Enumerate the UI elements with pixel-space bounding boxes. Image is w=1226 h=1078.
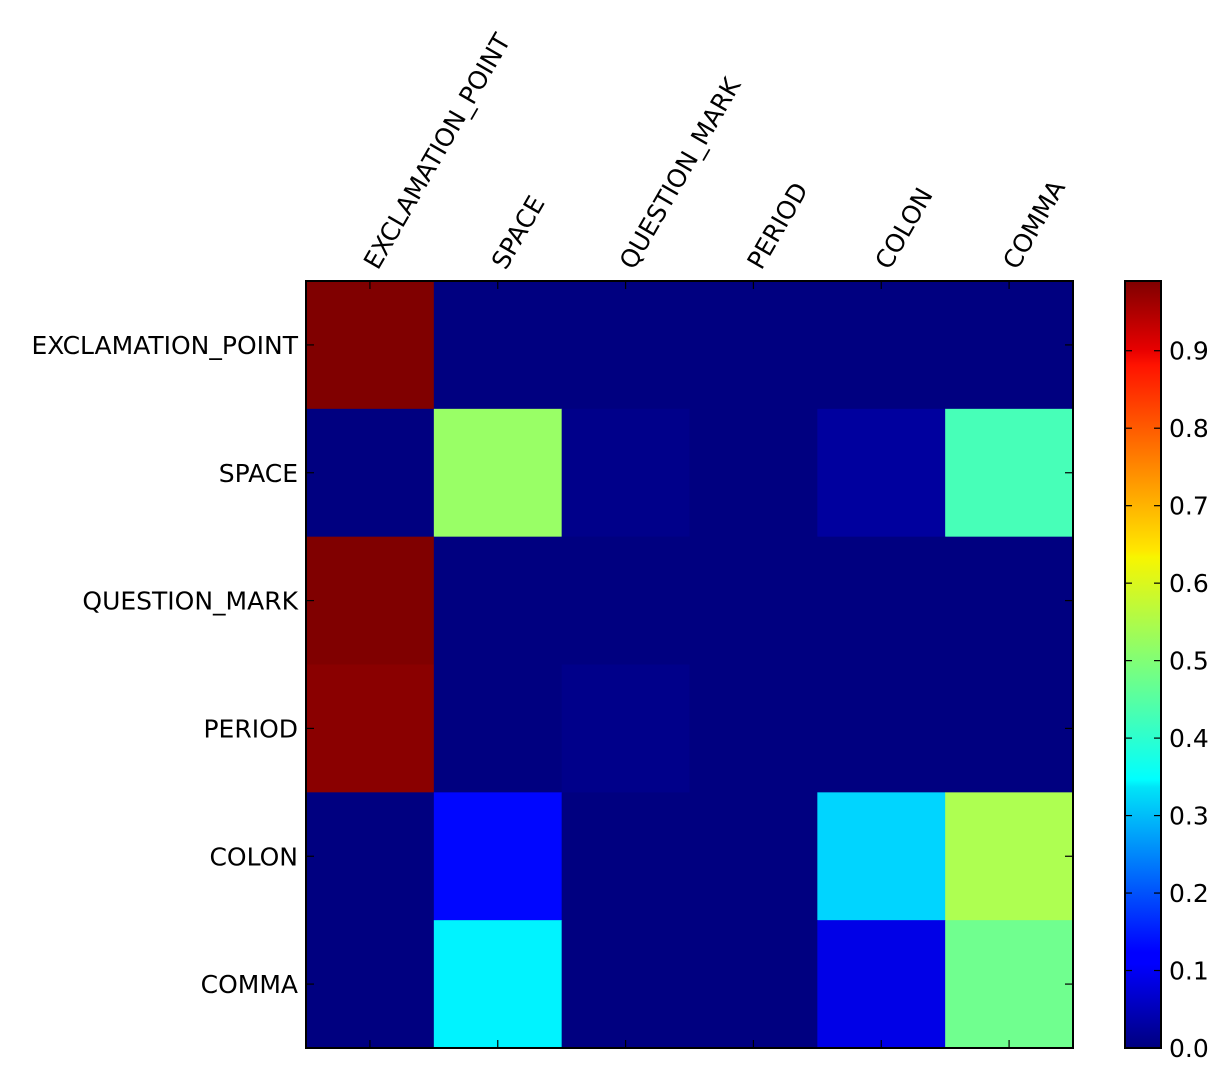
heatmap-cell — [306, 792, 435, 921]
heatmap-cell — [817, 920, 946, 1049]
colorbar-tick-label: 0.6 — [1169, 569, 1209, 598]
colorbar-tick-label: 0.2 — [1169, 879, 1209, 908]
x-tick-label: EXCLAMATION_POINT — [358, 28, 517, 274]
y-tick-label: SPACE — [219, 459, 298, 488]
y-tick-label: PERIOD — [203, 714, 298, 743]
x-tick-label: SPACE — [486, 191, 551, 274]
heatmap-cell — [433, 920, 563, 1049]
heatmap-cell — [689, 664, 818, 793]
heatmap-cell — [817, 408, 946, 538]
heatmap-cell — [689, 792, 818, 921]
heatmap-cell — [561, 281, 690, 410]
heatmap-cell — [561, 664, 690, 793]
heatmap-cell — [817, 664, 946, 793]
heatmap-cell — [306, 536, 435, 665]
heatmap-cell — [306, 281, 435, 410]
heatmap-cell — [561, 408, 690, 538]
colorbar-tick-label: 0.5 — [1169, 647, 1209, 676]
heatmap-cell — [689, 281, 818, 410]
colorbar-tick-label: 0.0 — [1169, 1034, 1209, 1063]
heatmap-cell — [433, 536, 563, 665]
heatmap-cell — [945, 664, 1074, 793]
heatmap-cell — [689, 408, 818, 538]
heatmap-cell — [945, 281, 1074, 410]
colorbar-tick-label: 0.1 — [1169, 957, 1209, 986]
heatmap-cell — [817, 281, 946, 410]
x-tick-label: QUESTION_MARK — [614, 72, 747, 274]
x-tick-label: COLON — [869, 183, 938, 274]
colorbar-tick-label: 0.8 — [1169, 414, 1209, 443]
axis-ticks — [306, 281, 1073, 1048]
colorbar-tick-label: 0.9 — [1169, 337, 1209, 366]
heatmap-cell — [306, 920, 435, 1049]
y-tick-labels: EXCLAMATION_POINT SPACE QUESTION_MARK PERIO… — [31, 331, 298, 999]
heatmap-cell — [945, 920, 1074, 1049]
heatmap-cell — [817, 536, 946, 665]
heatmap-cell — [433, 792, 563, 921]
colorbar — [1124, 280, 1162, 1049]
x-tick-label: COMMA — [997, 175, 1071, 274]
heatmap-cell — [433, 408, 563, 538]
heatmap-cell — [945, 792, 1074, 921]
colorbar-tick-label: 0.3 — [1169, 802, 1209, 831]
plot-frame — [305, 280, 1074, 1049]
heatmap-cells — [306, 281, 1074, 1049]
heatmap-cell — [945, 536, 1074, 665]
heatmap-cell — [561, 536, 690, 665]
colorbar-ticks: 0.0 0.1 0.2 0.3 0.4 0.5 0.6 0.7 0.8 0.9 — [1125, 337, 1209, 1063]
heatmap-cell — [306, 408, 435, 538]
colorbar-tick-label: 0.4 — [1169, 724, 1209, 753]
y-tick-label: QUESTION_MARK — [82, 587, 298, 616]
heatmap-cell — [945, 408, 1074, 538]
y-tick-label: COLON — [209, 842, 298, 871]
y-tick-label: EXCLAMATION_POINT — [31, 331, 298, 360]
heatmap-cell — [561, 792, 690, 921]
y-tick-label: COMMA — [201, 970, 298, 999]
heatmap-cell — [561, 920, 690, 1049]
colorbar-tick-label: 0.7 — [1169, 492, 1209, 521]
heatmap-cell — [433, 281, 563, 410]
heatmap-cell — [817, 792, 946, 921]
heatmap-cell — [689, 920, 818, 1049]
heatmap-cell — [306, 664, 435, 793]
heatmap-cell — [433, 664, 563, 793]
x-tick-label: PERIOD — [741, 178, 813, 274]
heatmap-cell — [689, 536, 818, 665]
